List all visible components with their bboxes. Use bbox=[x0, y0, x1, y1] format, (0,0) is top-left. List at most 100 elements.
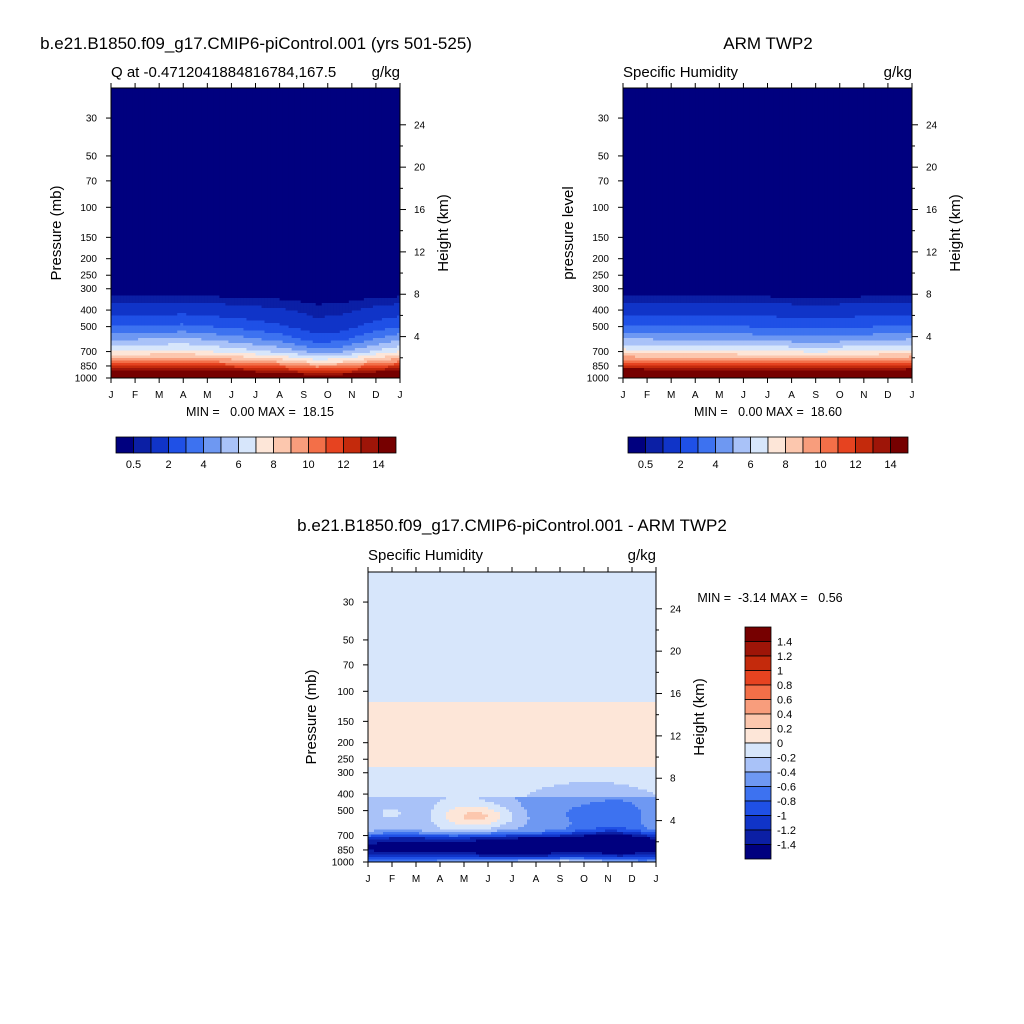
panel-model-contour-cell bbox=[330, 173, 335, 177]
panel-model-contour-cell bbox=[285, 205, 290, 209]
panel-model-contour-cell bbox=[138, 160, 142, 164]
panel-model-contour-cell bbox=[252, 175, 257, 179]
panel-model-contour-cell bbox=[387, 120, 392, 124]
panel-model-contour-cell bbox=[360, 98, 365, 102]
panel-model-contour-cell bbox=[306, 188, 311, 192]
panel-model-contour-cell bbox=[201, 88, 205, 92]
panel-model-contour-cell bbox=[393, 125, 398, 129]
panel-model-contour-cell bbox=[210, 165, 214, 169]
panel-model-contour-cell bbox=[279, 153, 284, 157]
panel-model-contour-cell bbox=[252, 215, 257, 219]
panel-model-contour-cell bbox=[297, 210, 302, 214]
panel-model-contour-cell bbox=[333, 108, 338, 112]
panel-model-contour-cell bbox=[246, 93, 251, 97]
panel-model-contour-cell bbox=[189, 200, 193, 204]
panel-model-contour-cell bbox=[393, 193, 398, 197]
panel-model-contour-cell bbox=[288, 120, 293, 124]
panel-model-contour-cell bbox=[192, 93, 196, 97]
panel-model-contour-cell bbox=[258, 133, 263, 137]
panel-model-contour-cell bbox=[360, 175, 365, 179]
panel-model-contour-cell bbox=[126, 148, 130, 152]
panel-model-contour-cell bbox=[255, 100, 260, 104]
panel-model-contour-cell bbox=[264, 115, 269, 119]
panel-model-contour-cell bbox=[216, 213, 220, 217]
panel-model-contour-cell bbox=[198, 130, 202, 134]
panel-model-contour-cell bbox=[348, 145, 353, 149]
panel-model-contour-cell bbox=[171, 103, 175, 107]
panel-model-contour-cell bbox=[303, 135, 308, 139]
panel-model-contour-cell bbox=[138, 180, 142, 184]
panel-model-contour-cell bbox=[327, 175, 332, 179]
panel-model-contour-cell bbox=[189, 130, 193, 134]
panel-model-contour-cell bbox=[183, 108, 187, 112]
panel-model-contour-cell bbox=[306, 153, 311, 157]
panel-model-contour-cell bbox=[393, 165, 398, 169]
panel-model-contour-cell bbox=[168, 135, 172, 139]
panel-model-contour-cell bbox=[390, 210, 395, 214]
panel-model-contour-cell bbox=[141, 150, 145, 154]
panel-model-contour-cell bbox=[252, 123, 257, 127]
panel-model-contour-cell bbox=[273, 178, 278, 182]
panel-model-contour-cell bbox=[198, 135, 202, 139]
panel-model-contour-cell bbox=[183, 93, 187, 97]
panel-model-contour-cell bbox=[141, 213, 145, 217]
panel-model-contour-cell bbox=[345, 115, 350, 119]
panel-model-contour-cell bbox=[384, 120, 389, 124]
panel-model-contour-cell bbox=[264, 198, 269, 202]
panel-model-contour-cell bbox=[345, 188, 350, 192]
panel-model-contour-cell bbox=[234, 215, 239, 219]
panel-model-contour-cell bbox=[276, 90, 281, 94]
panel-model-contour-cell bbox=[117, 208, 121, 212]
panel-model-contour-cell bbox=[315, 155, 320, 159]
panel-model-contour-cell bbox=[207, 123, 211, 127]
panel-model-contour-cell bbox=[240, 128, 245, 132]
panel-model-contour-cell bbox=[315, 108, 320, 112]
panel-model-contour-cell bbox=[114, 170, 118, 174]
panel-model-contour-cell bbox=[258, 213, 263, 217]
panel-model-contour-cell bbox=[162, 148, 166, 152]
panel-model-contour-cell bbox=[111, 210, 115, 214]
panel-model-contour-cell bbox=[240, 148, 245, 152]
panel-model-contour-cell bbox=[231, 150, 236, 154]
panel-model-contour-cell bbox=[384, 150, 389, 154]
panel-model-contour-cell bbox=[396, 208, 400, 212]
panel-model-contour-cell bbox=[312, 208, 317, 212]
panel-model-contour-cell bbox=[303, 93, 308, 97]
panel-model-contour-cell bbox=[360, 113, 365, 117]
panel-model-contour-cell bbox=[342, 213, 347, 217]
panel-model-contour-cell bbox=[276, 160, 281, 164]
panel-model-contour-cell bbox=[240, 193, 245, 197]
panel-model-contour-cell bbox=[354, 88, 359, 92]
panel-model-contour-cell bbox=[189, 120, 193, 124]
panel-model-contour-cell bbox=[207, 205, 211, 209]
panel-model-contour-cell bbox=[300, 198, 305, 202]
panel-model-contour-cell bbox=[192, 180, 196, 184]
panel-model-contour-cell bbox=[360, 198, 365, 202]
panel-model-contour-cell bbox=[180, 105, 184, 109]
panel-model-contour-cell bbox=[126, 160, 130, 164]
panel-model-contour-cell bbox=[327, 100, 332, 104]
panel-model-contour-cell bbox=[138, 133, 142, 137]
panel-model-contour-cell bbox=[336, 175, 341, 179]
panel-model-contour-cell bbox=[150, 118, 154, 122]
panel-model-contour-cell bbox=[327, 95, 332, 99]
panel-model-contour-cell bbox=[378, 198, 383, 202]
panel-model-contour-cell bbox=[231, 128, 236, 132]
panel-model-contour-cell bbox=[279, 98, 284, 102]
panel-model-contour-cell bbox=[249, 93, 254, 97]
panel-model-contour-cell bbox=[159, 140, 163, 144]
panel-model-contour-cell bbox=[195, 205, 199, 209]
panel-model-contour-cell bbox=[285, 125, 290, 129]
panel-model-contour-cell bbox=[213, 190, 217, 194]
panel-model-contour-cell bbox=[213, 145, 217, 149]
panel-model-contour-cell bbox=[171, 190, 175, 194]
panel-model-contour-cell bbox=[219, 155, 223, 159]
panel-model-contour-cell bbox=[225, 143, 230, 147]
panel-model-contour-cell bbox=[222, 198, 226, 202]
panel-model-contour-cell bbox=[177, 123, 181, 127]
panel-model-contour-cell bbox=[240, 168, 245, 172]
panel-model-contour-cell bbox=[258, 143, 263, 147]
panel-model-contour-cell bbox=[360, 100, 365, 104]
panel-model-contour-cell bbox=[327, 185, 332, 189]
panel-model-contour-cell bbox=[342, 130, 347, 134]
